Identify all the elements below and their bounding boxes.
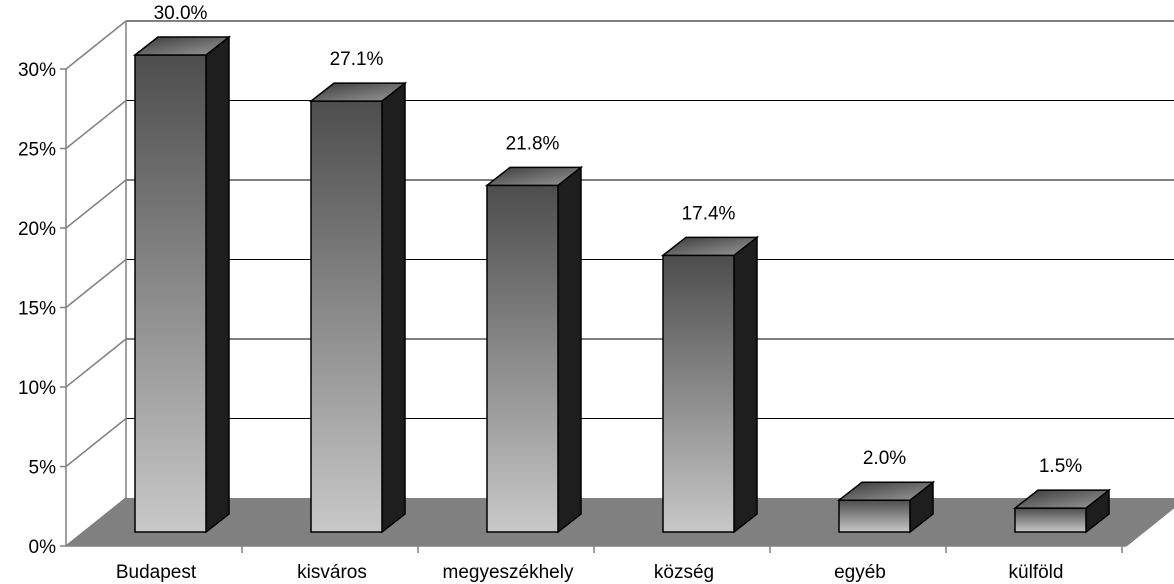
side-gridline bbox=[65, 417, 127, 468]
side-gridline bbox=[65, 338, 127, 388]
data-label: 27.1% bbox=[330, 49, 384, 70]
bar-top bbox=[836, 481, 936, 501]
y-tick-label: 30% bbox=[18, 60, 56, 81]
x-category-label: megyeszékhely bbox=[443, 562, 574, 583]
bar-top bbox=[484, 166, 584, 187]
bar bbox=[1014, 507, 1087, 533]
labels: 0% 5% 10% 15% 20% 25% 30% Budapest kisváros megye… bbox=[18, 3, 1082, 583]
data-label: 17.4% bbox=[682, 203, 736, 224]
x-category-label: külföld bbox=[1009, 562, 1064, 583]
side-gridline bbox=[65, 497, 127, 547]
bar-top bbox=[132, 36, 232, 56]
chart-floor bbox=[66, 498, 1174, 546]
bar-side bbox=[381, 81, 406, 534]
bar-side bbox=[557, 165, 582, 534]
data-label: 21.8% bbox=[506, 133, 560, 154]
bar-side bbox=[733, 235, 758, 534]
floor-edge bbox=[1125, 506, 1174, 547]
x-category-label: község bbox=[654, 562, 714, 583]
side-gridline bbox=[65, 20, 127, 70]
x-category-label: Budapest bbox=[116, 562, 197, 583]
y-tick-label: 10% bbox=[18, 378, 56, 399]
bar-top bbox=[1012, 489, 1112, 509]
axes bbox=[60, 21, 1174, 553]
bar bbox=[662, 254, 735, 533]
y-tick-label: 20% bbox=[18, 219, 56, 240]
bar-side bbox=[205, 35, 230, 534]
y-tick-label: 0% bbox=[29, 537, 57, 558]
y-tick-label: 5% bbox=[29, 458, 57, 479]
side-gridline bbox=[65, 179, 127, 229]
y-tick-label: 15% bbox=[18, 299, 56, 320]
data-label: 1.5% bbox=[1039, 456, 1082, 477]
bar bbox=[134, 54, 207, 533]
bar-top bbox=[660, 236, 760, 257]
bar bbox=[486, 184, 559, 533]
bar-top bbox=[308, 82, 408, 102]
bar bbox=[310, 100, 383, 533]
data-label: 30.0% bbox=[154, 3, 208, 24]
data-label: 2.0% bbox=[863, 448, 906, 469]
side-gridline bbox=[65, 258, 127, 309]
side-gridline bbox=[65, 99, 127, 150]
bars bbox=[132, 35, 1112, 534]
bar bbox=[838, 499, 911, 533]
x-category-label: kisváros bbox=[297, 562, 367, 583]
y-tick-label: 25% bbox=[18, 140, 56, 161]
x-category-label: egyéb bbox=[834, 562, 886, 583]
gridlines bbox=[65, 20, 1174, 547]
chart-floor bbox=[66, 498, 1174, 546]
